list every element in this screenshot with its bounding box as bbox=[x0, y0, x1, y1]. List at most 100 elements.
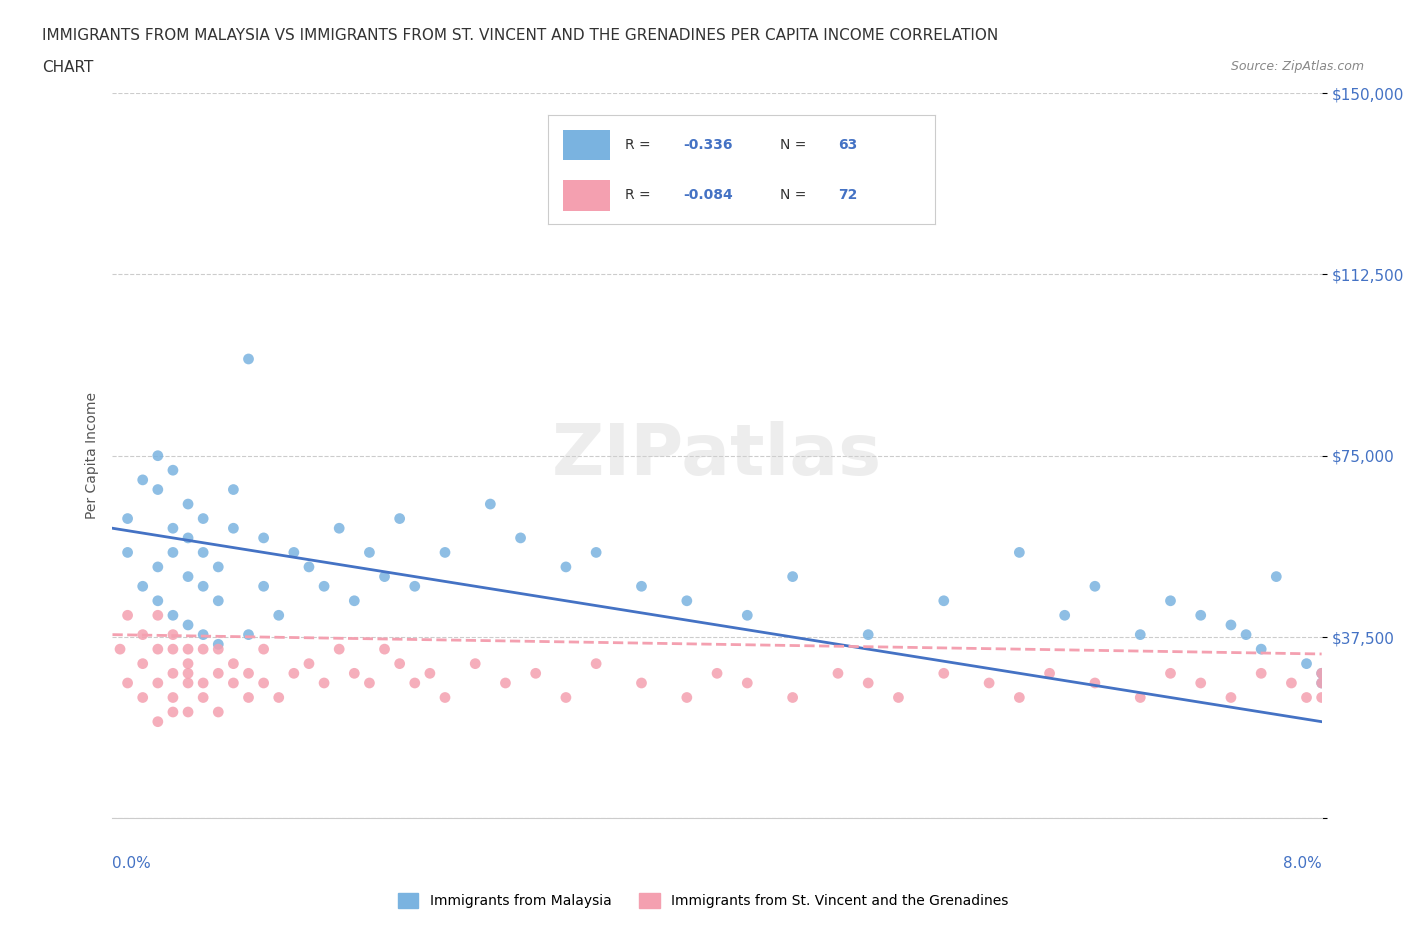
Point bbox=[162, 627, 184, 642]
Point bbox=[1265, 569, 1288, 584]
Text: IMMIGRANTS FROM MALAYSIA VS IMMIGRANTS FROM ST. VINCENT AND THE GRENADINES PER C: IMMIGRANTS FROM MALAYSIA VS IMMIGRANTS F… bbox=[42, 28, 998, 43]
Point bbox=[675, 593, 697, 608]
Point bbox=[177, 657, 200, 671]
Legend: Immigrants from Malaysia, Immigrants from St. Vincent and the Grenadines: Immigrants from Malaysia, Immigrants fro… bbox=[392, 888, 1014, 914]
Point bbox=[177, 666, 200, 681]
Point bbox=[177, 530, 200, 545]
Point bbox=[675, 690, 697, 705]
Point bbox=[207, 593, 229, 608]
Point bbox=[856, 675, 880, 690]
Point bbox=[433, 690, 456, 705]
Point bbox=[191, 512, 215, 526]
Point bbox=[191, 690, 215, 705]
Point bbox=[1053, 608, 1076, 623]
Point bbox=[1310, 690, 1333, 705]
Point bbox=[162, 521, 184, 536]
Point bbox=[267, 608, 290, 623]
Point bbox=[162, 705, 184, 720]
Text: CHART: CHART bbox=[42, 60, 94, 75]
Point bbox=[1219, 690, 1241, 705]
Point bbox=[495, 675, 517, 690]
Point bbox=[373, 569, 396, 584]
Point bbox=[509, 530, 531, 545]
Text: ZIPatlas: ZIPatlas bbox=[553, 421, 882, 490]
Point bbox=[464, 657, 486, 671]
Point bbox=[253, 675, 276, 690]
Point bbox=[737, 608, 759, 623]
Point bbox=[117, 608, 139, 623]
Point bbox=[979, 675, 1001, 690]
Point bbox=[887, 690, 910, 705]
Point bbox=[782, 569, 804, 584]
Point bbox=[1189, 608, 1212, 623]
Point bbox=[108, 642, 131, 657]
Point bbox=[1189, 675, 1212, 690]
Point bbox=[312, 675, 335, 690]
Point bbox=[132, 472, 155, 487]
Point bbox=[1310, 666, 1333, 681]
Point bbox=[1234, 627, 1257, 642]
Point bbox=[827, 666, 849, 681]
Point bbox=[737, 675, 759, 690]
Point bbox=[238, 690, 260, 705]
Point bbox=[162, 642, 184, 657]
Point bbox=[117, 545, 139, 560]
Point bbox=[1038, 666, 1062, 681]
Point bbox=[222, 675, 245, 690]
Point bbox=[146, 448, 169, 463]
Point bbox=[117, 675, 139, 690]
Point bbox=[177, 497, 200, 512]
Point bbox=[191, 642, 215, 657]
Point bbox=[146, 642, 169, 657]
Point bbox=[162, 463, 184, 478]
Point bbox=[132, 578, 155, 593]
Point bbox=[146, 593, 169, 608]
Point bbox=[146, 714, 169, 729]
Point bbox=[146, 675, 169, 690]
Point bbox=[433, 545, 456, 560]
Point bbox=[585, 657, 607, 671]
Point bbox=[1250, 642, 1272, 657]
Point bbox=[253, 530, 276, 545]
Point bbox=[1129, 627, 1152, 642]
Point bbox=[1250, 666, 1272, 681]
Text: 8.0%: 8.0% bbox=[1282, 856, 1322, 870]
Point bbox=[373, 642, 396, 657]
Point bbox=[146, 608, 169, 623]
Point bbox=[191, 578, 215, 593]
Point bbox=[117, 512, 139, 526]
Point bbox=[191, 675, 215, 690]
Point bbox=[343, 666, 366, 681]
Point bbox=[283, 545, 305, 560]
Point bbox=[328, 642, 350, 657]
Point bbox=[207, 560, 229, 575]
Point bbox=[359, 545, 381, 560]
Point bbox=[1084, 675, 1107, 690]
Point bbox=[191, 627, 215, 642]
Point bbox=[238, 666, 260, 681]
Point bbox=[932, 666, 955, 681]
Point bbox=[706, 666, 728, 681]
Point bbox=[267, 690, 290, 705]
Point bbox=[162, 666, 184, 681]
Point bbox=[238, 352, 260, 366]
Point bbox=[207, 666, 229, 681]
Point bbox=[1129, 690, 1152, 705]
Point bbox=[238, 627, 260, 642]
Point bbox=[419, 666, 441, 681]
Point bbox=[162, 690, 184, 705]
Point bbox=[1008, 545, 1031, 560]
Point bbox=[932, 593, 955, 608]
Point bbox=[1084, 578, 1107, 593]
Point bbox=[782, 690, 804, 705]
Point bbox=[630, 675, 652, 690]
Point bbox=[328, 521, 350, 536]
Point bbox=[856, 627, 880, 642]
Text: 0.0%: 0.0% bbox=[112, 856, 152, 870]
Point bbox=[404, 675, 426, 690]
Point bbox=[162, 608, 184, 623]
Point bbox=[253, 578, 276, 593]
Point bbox=[343, 593, 366, 608]
Point bbox=[132, 690, 155, 705]
Point bbox=[554, 560, 576, 575]
